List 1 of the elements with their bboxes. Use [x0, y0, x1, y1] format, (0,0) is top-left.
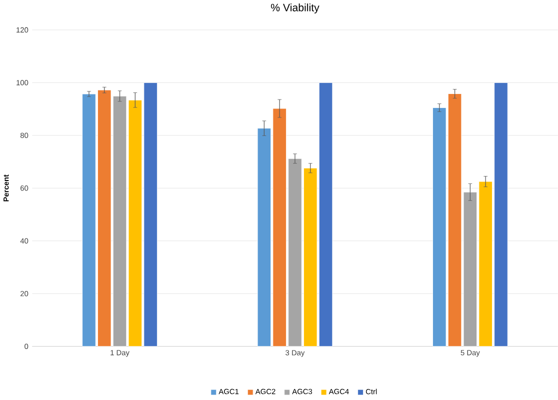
chart-title: % Viability: [270, 4, 320, 14]
